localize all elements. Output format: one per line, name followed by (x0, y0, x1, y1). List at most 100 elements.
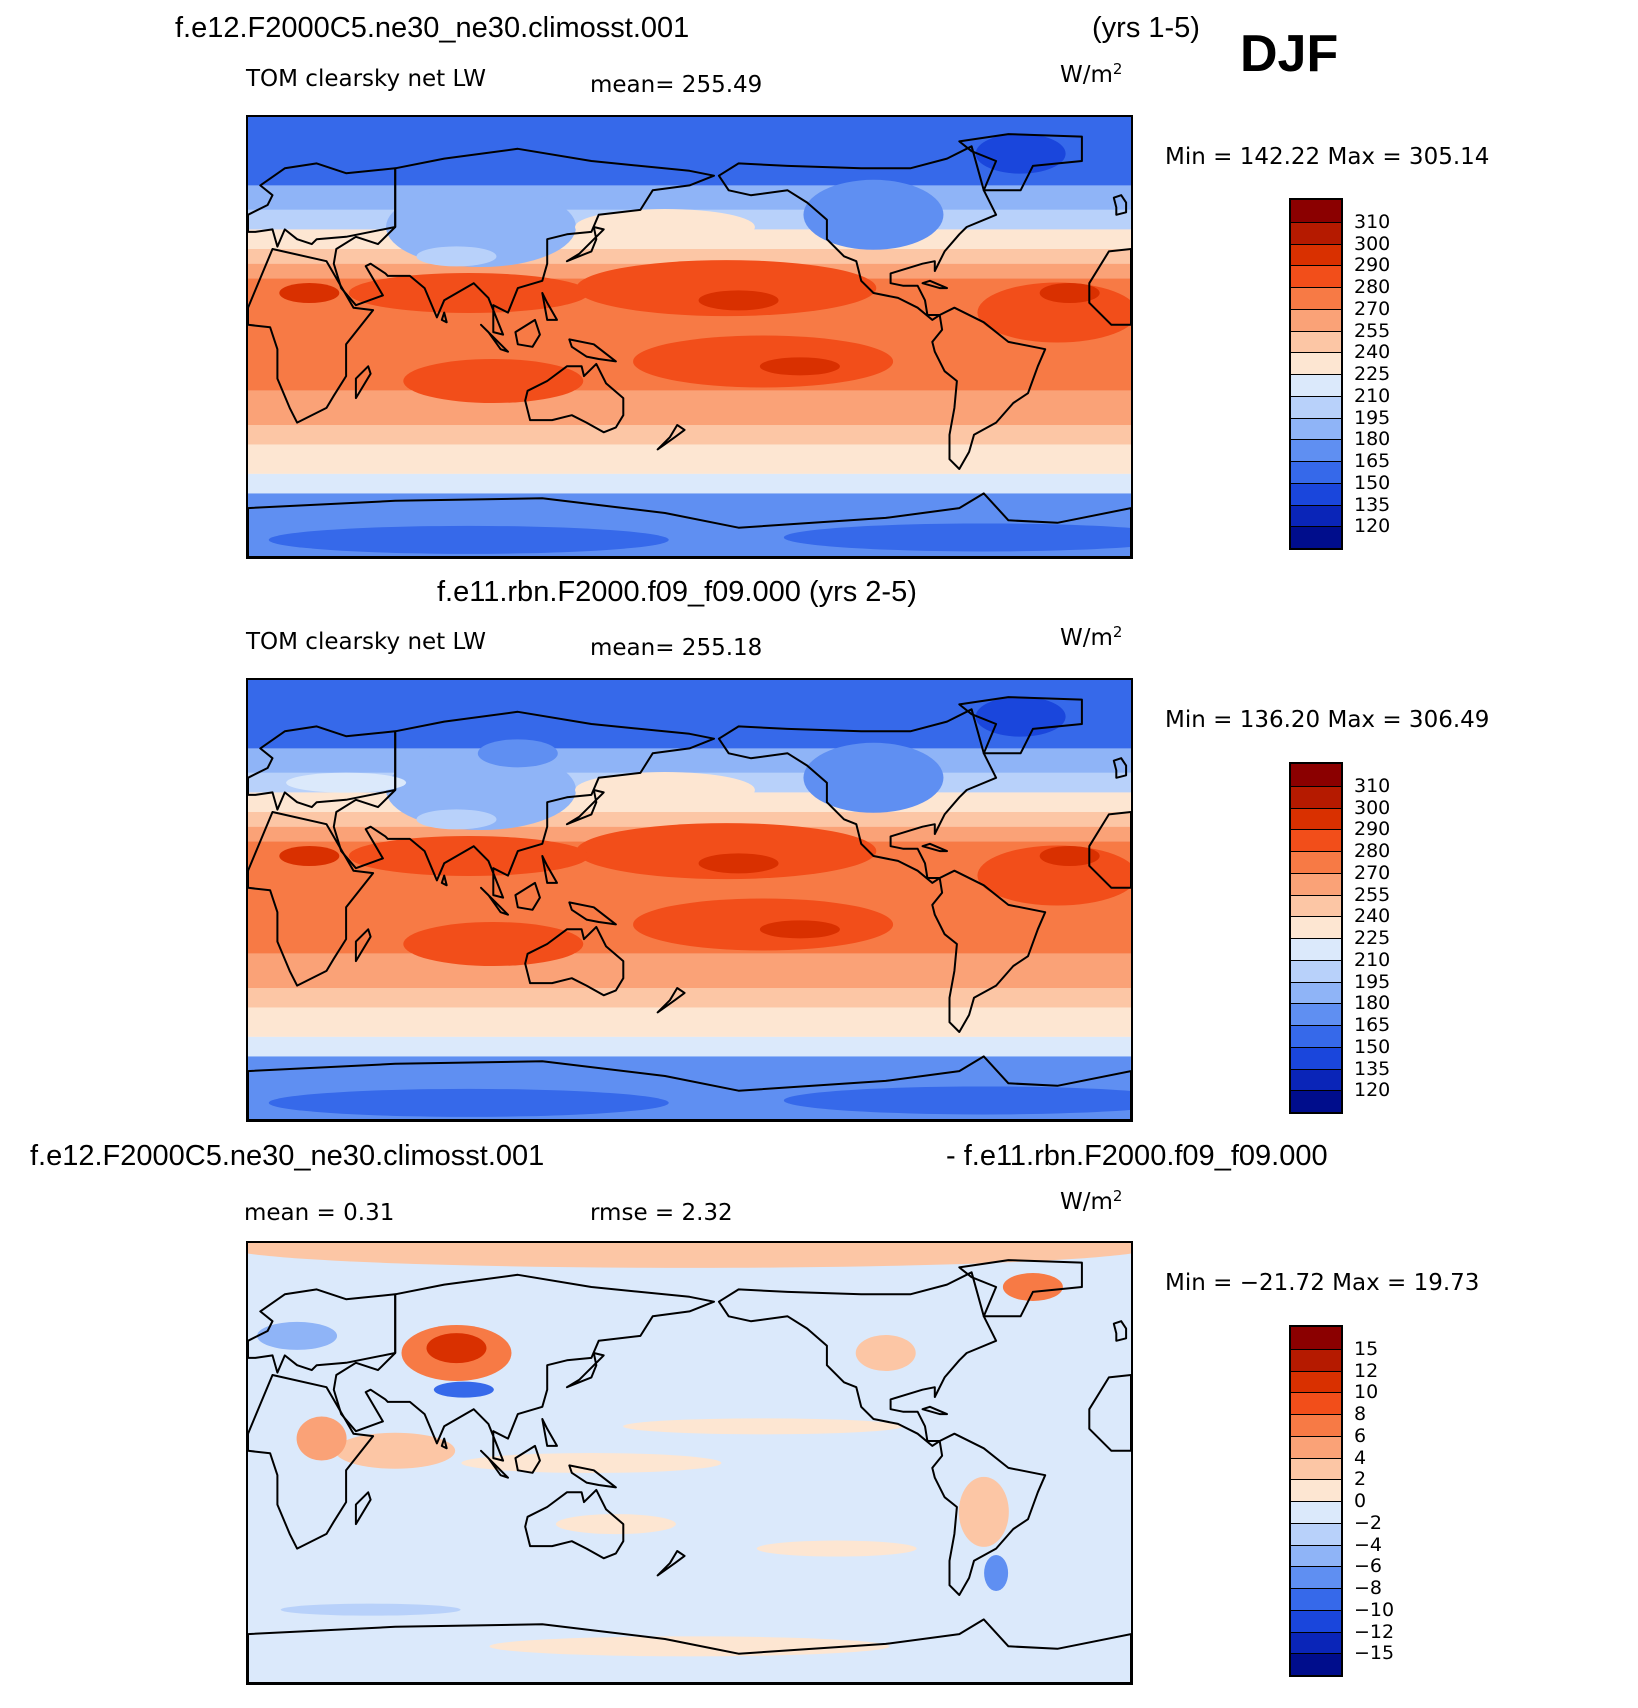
colorbar-segment (1291, 1025, 1341, 1047)
panel3-map (246, 1241, 1133, 1685)
panel2-field (248, 680, 1131, 1120)
panel1-mean: mean= 255.49 (590, 72, 763, 98)
panel2-colorbar (1289, 762, 1343, 1114)
colorbar-tick-label: 6 (1354, 1424, 1367, 1447)
panel3-minmax: Min = −21.72 Max = 19.73 (1165, 1270, 1480, 1296)
colorbar-segment (1291, 1370, 1341, 1393)
colorbar-tick-label: 0 (1354, 1490, 1367, 1512)
colorbar-segment (1291, 807, 1341, 830)
colorbar-segment (1291, 200, 1341, 222)
colorbar-tick-label: 290 (1354, 818, 1391, 841)
colorbar-tick-label: 120 (1354, 1079, 1391, 1102)
colorbar-segment (1291, 981, 1341, 1004)
colorbar-segment (1291, 330, 1341, 353)
colorbar-segment (1291, 243, 1341, 266)
colorbar-segment (1291, 938, 1341, 960)
colorbar-segment (1291, 287, 1341, 309)
colorbar-tick-label: 240 (1354, 905, 1391, 928)
colorbar-tick-label: 165 (1354, 1014, 1391, 1036)
colorbar-segment (1291, 1068, 1341, 1091)
panel2-variable: TOM clearsky net LW (246, 629, 486, 655)
colorbar-segment (1291, 221, 1341, 244)
colorbar-tick-label: 10 (1354, 1381, 1379, 1404)
panel3-title-left: f.e12.F2000C5.ne30_ne30.climosst.001 (30, 1140, 545, 1172)
colorbar-segment (1291, 829, 1341, 851)
colorbar-segment (1291, 1522, 1341, 1545)
panel2-minmax: Min = 136.20 Max = 306.49 (1165, 707, 1490, 733)
colorbar-segment (1291, 916, 1341, 938)
colorbar-tick-label: −10 (1354, 1598, 1395, 1621)
colorbar-tick-label: 270 (1354, 861, 1391, 884)
colorbar-segment (1291, 1327, 1341, 1349)
season-label: DJF (1240, 25, 1339, 83)
colorbar-tick-label: 210 (1354, 384, 1391, 407)
panel3-field (248, 1243, 1131, 1683)
panel2-map (246, 678, 1133, 1122)
panel1-units: W/m2 (1060, 60, 1123, 88)
panel1-variable: TOM clearsky net LW (246, 66, 486, 92)
colorbar-segment (1291, 352, 1341, 374)
colorbar-tick-label: 150 (1354, 471, 1391, 494)
colorbar-tick-label: 300 (1354, 232, 1391, 255)
colorbar-segment (1291, 959, 1341, 982)
colorbar-segment (1291, 1414, 1341, 1436)
colorbar-tick-label: −12 (1354, 1620, 1395, 1643)
colorbar-tick-label: 12 (1354, 1359, 1379, 1382)
colorbar-segment (1291, 1631, 1341, 1654)
colorbar-segment (1291, 439, 1341, 461)
colorbar-tick-label: 225 (1354, 363, 1391, 385)
colorbar-segment (1291, 872, 1341, 895)
colorbar-tick-label: 255 (1354, 883, 1391, 906)
colorbar-segment (1291, 1435, 1341, 1458)
colorbar-segment (1291, 1653, 1341, 1675)
colorbar-segment (1291, 1348, 1341, 1371)
colorbar-segment (1291, 1609, 1341, 1632)
colorbar-segment (1291, 785, 1341, 808)
colorbar-tick-label: 310 (1354, 210, 1391, 233)
colorbar-segment (1291, 308, 1341, 331)
panel3-rmse: rmse = 2.32 (590, 1200, 733, 1226)
panel1-title-left: f.e12.F2000C5.ne30_ne30.climosst.001 (175, 12, 690, 44)
colorbar-tick-label: 8 (1354, 1403, 1367, 1425)
colorbar-segment (1291, 1588, 1341, 1610)
colorbar-tick-label: 180 (1354, 992, 1391, 1015)
colorbar-tick-label: 195 (1354, 406, 1391, 429)
colorbar-segment (1291, 417, 1341, 440)
colorbar-segment (1291, 1046, 1341, 1069)
colorbar-tick-label: −15 (1354, 1642, 1395, 1665)
colorbar-segment (1291, 1457, 1341, 1480)
panel1-field (248, 117, 1131, 557)
panel2-title: f.e11.rbn.F2000.f09_f09.000 (yrs 2-5) (437, 576, 917, 608)
colorbar-segment (1291, 1090, 1341, 1112)
colorbar-tick-label: 280 (1354, 276, 1391, 298)
colorbar-tick-label: −4 (1354, 1533, 1383, 1556)
colorbar-tick-label: 120 (1354, 515, 1391, 538)
panel3-units: W/m2 (1060, 1187, 1123, 1215)
colorbar-segment (1291, 1479, 1341, 1501)
colorbar-segment (1291, 374, 1341, 396)
colorbar-tick-label: −8 (1354, 1577, 1383, 1599)
colorbar-segment (1291, 395, 1341, 418)
colorbar-tick-label: 180 (1354, 428, 1391, 451)
colorbar-tick-label: −2 (1354, 1511, 1383, 1534)
colorbar-tick-label: 135 (1354, 493, 1391, 516)
colorbar-tick-label: 290 (1354, 254, 1391, 277)
panel1-map (246, 115, 1133, 559)
colorbar-tick-label: 165 (1354, 450, 1391, 472)
panel2-mean: mean= 255.18 (590, 635, 763, 661)
colorbar-segment (1291, 851, 1341, 873)
colorbar-tick-label: 300 (1354, 796, 1391, 819)
colorbar-segment (1291, 482, 1341, 505)
colorbar-tick-label: 270 (1354, 297, 1391, 320)
colorbar-tick-label: 135 (1354, 1057, 1391, 1080)
colorbar-tick-label: 280 (1354, 840, 1391, 862)
colorbar-segment (1291, 1501, 1341, 1523)
colorbar-tick-label: 225 (1354, 927, 1391, 949)
colorbar-tick-label: 4 (1354, 1446, 1367, 1469)
panel1-colorbar (1289, 198, 1343, 550)
colorbar-tick-label: 240 (1354, 341, 1391, 364)
panel3-mean: mean = 0.31 (244, 1200, 395, 1226)
colorbar-segment (1291, 764, 1341, 786)
panel1-title-right: (yrs 1-5) (1092, 12, 1200, 44)
colorbar-segment (1291, 1003, 1341, 1025)
